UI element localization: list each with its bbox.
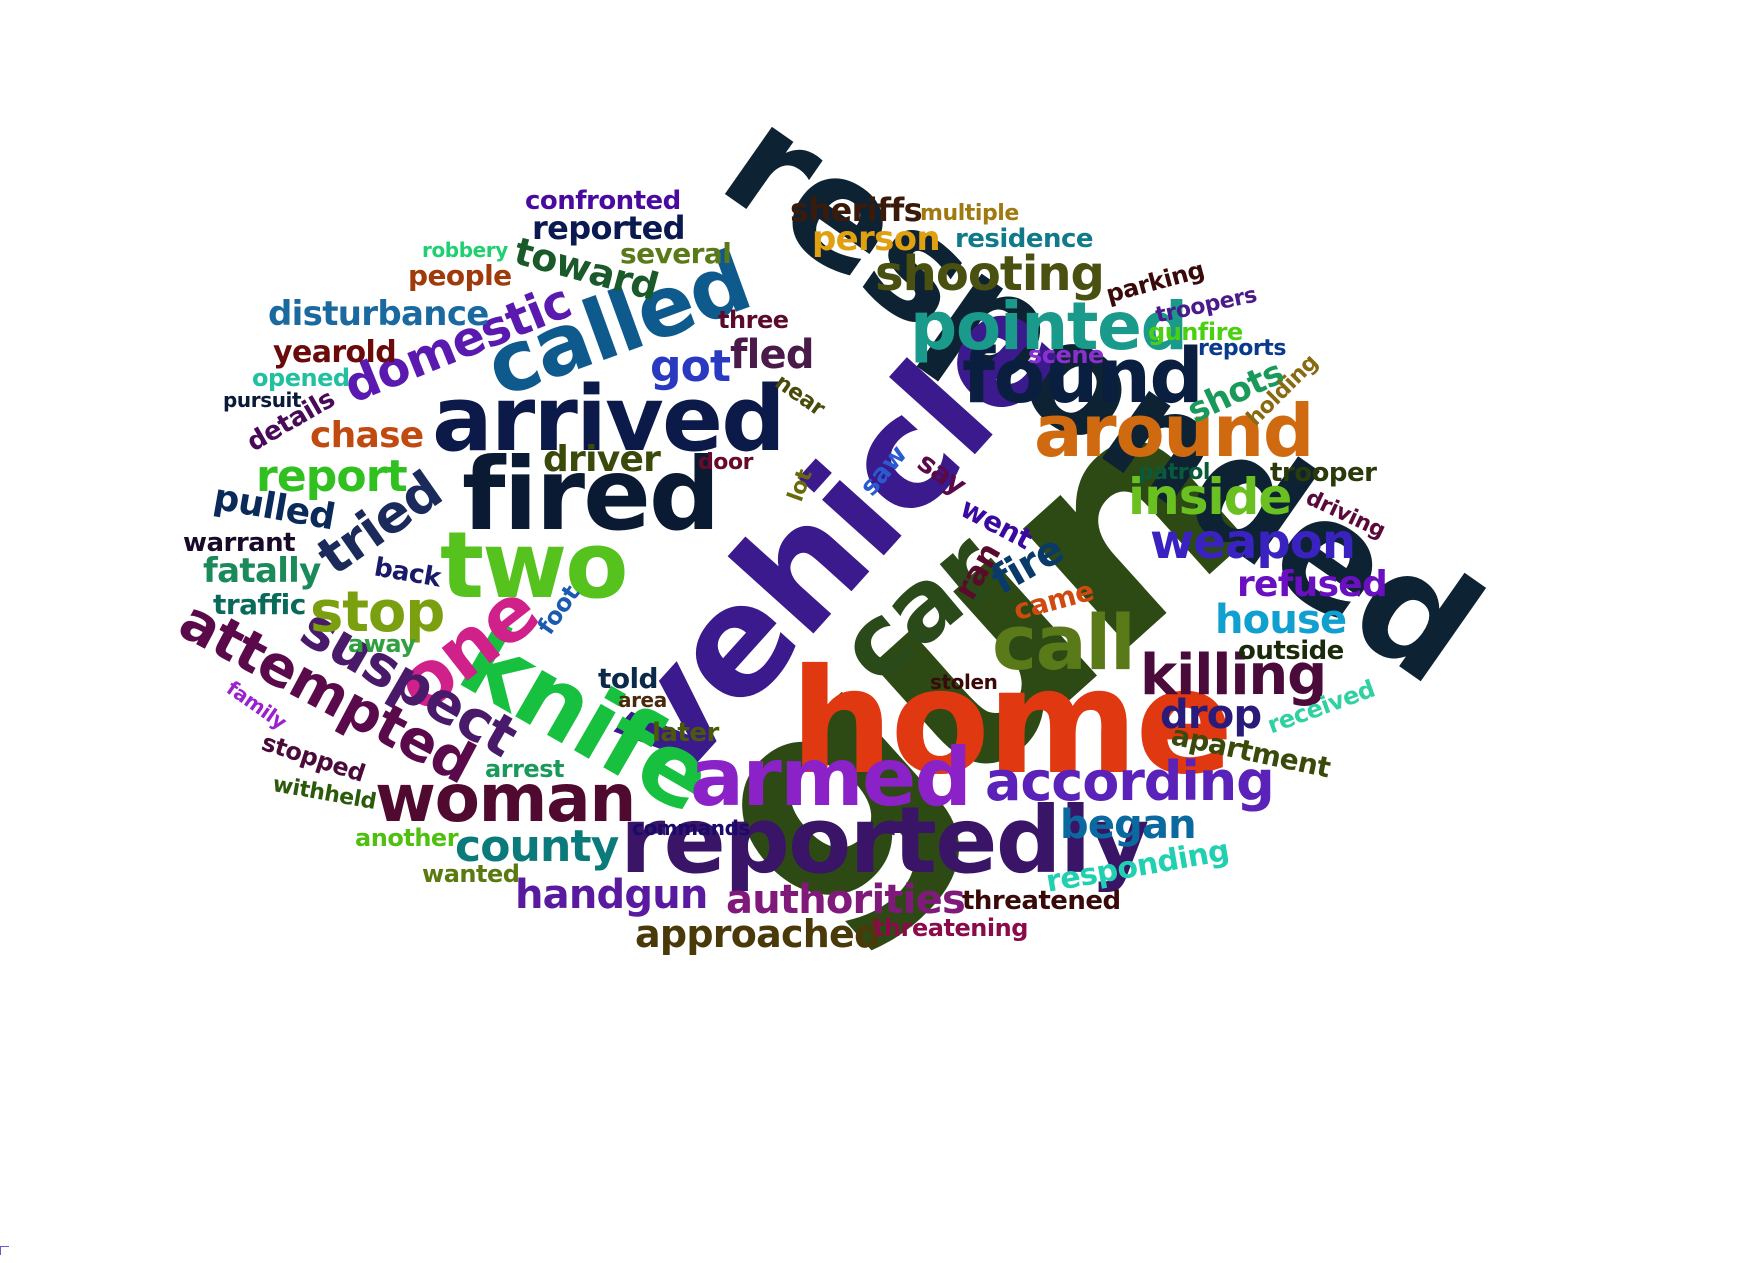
word: gunfire xyxy=(1148,318,1243,346)
word: sheriffs xyxy=(790,191,923,229)
word: yearold xyxy=(273,335,397,370)
word: door xyxy=(698,450,754,475)
word: county xyxy=(455,821,619,872)
word: commands xyxy=(632,816,751,840)
word: warrant xyxy=(183,528,296,558)
word: outside xyxy=(1238,636,1344,666)
word: drop xyxy=(1160,692,1262,738)
word: disturbance xyxy=(268,294,489,334)
word: fatally xyxy=(203,551,321,591)
word: home xyxy=(790,638,1234,807)
word: another xyxy=(355,824,459,852)
word: inside xyxy=(1128,468,1292,526)
word: approached xyxy=(635,912,881,956)
word: two xyxy=(440,512,628,619)
word: pointed xyxy=(910,288,1188,365)
word: area xyxy=(618,688,667,712)
word: stop xyxy=(310,580,445,645)
word: person xyxy=(812,219,941,259)
word: stolen xyxy=(930,670,998,694)
word: began xyxy=(1060,802,1197,848)
word: opened xyxy=(252,364,350,392)
word: pursuit xyxy=(223,388,302,412)
word: killing xyxy=(1140,643,1327,708)
corner-mark xyxy=(0,1246,9,1255)
word: patrol xyxy=(1138,460,1210,485)
word: away xyxy=(348,630,416,658)
word: robbery xyxy=(422,238,508,262)
word: reports xyxy=(1198,336,1287,361)
word: arrived xyxy=(432,367,786,472)
word: driver xyxy=(543,439,661,480)
word: reported xyxy=(532,209,686,247)
word: call xyxy=(992,598,1136,687)
word: handgun xyxy=(515,872,708,918)
word: weapon xyxy=(1150,514,1356,570)
word: report xyxy=(256,451,408,502)
word: several xyxy=(620,237,732,270)
word: three xyxy=(718,306,789,334)
word: woman xyxy=(375,760,636,837)
word: chase xyxy=(310,415,424,456)
word: according xyxy=(985,750,1275,813)
word: residence xyxy=(955,224,1093,254)
word: confronted xyxy=(525,186,681,216)
word: found xyxy=(962,331,1204,420)
word: got xyxy=(650,341,731,392)
word: told xyxy=(598,662,659,695)
word: authorities xyxy=(726,877,966,923)
word: scene xyxy=(1028,341,1104,369)
word: around xyxy=(1034,389,1314,473)
word: arrest xyxy=(485,755,565,783)
word: later xyxy=(652,718,719,748)
word: refused xyxy=(1237,564,1388,605)
word: threatened xyxy=(962,886,1121,916)
word: house xyxy=(1215,597,1347,643)
word: reportedly xyxy=(620,787,1149,894)
word: threatening xyxy=(873,914,1028,942)
word: people xyxy=(408,259,512,292)
word: shooting xyxy=(875,246,1105,302)
word: fired xyxy=(462,436,721,553)
word: armed xyxy=(690,731,972,824)
word: traffic xyxy=(213,588,306,621)
word: trooper xyxy=(1270,458,1377,488)
word: multiple xyxy=(920,201,1019,226)
word: wanted xyxy=(422,860,520,888)
word: fled xyxy=(730,332,814,378)
